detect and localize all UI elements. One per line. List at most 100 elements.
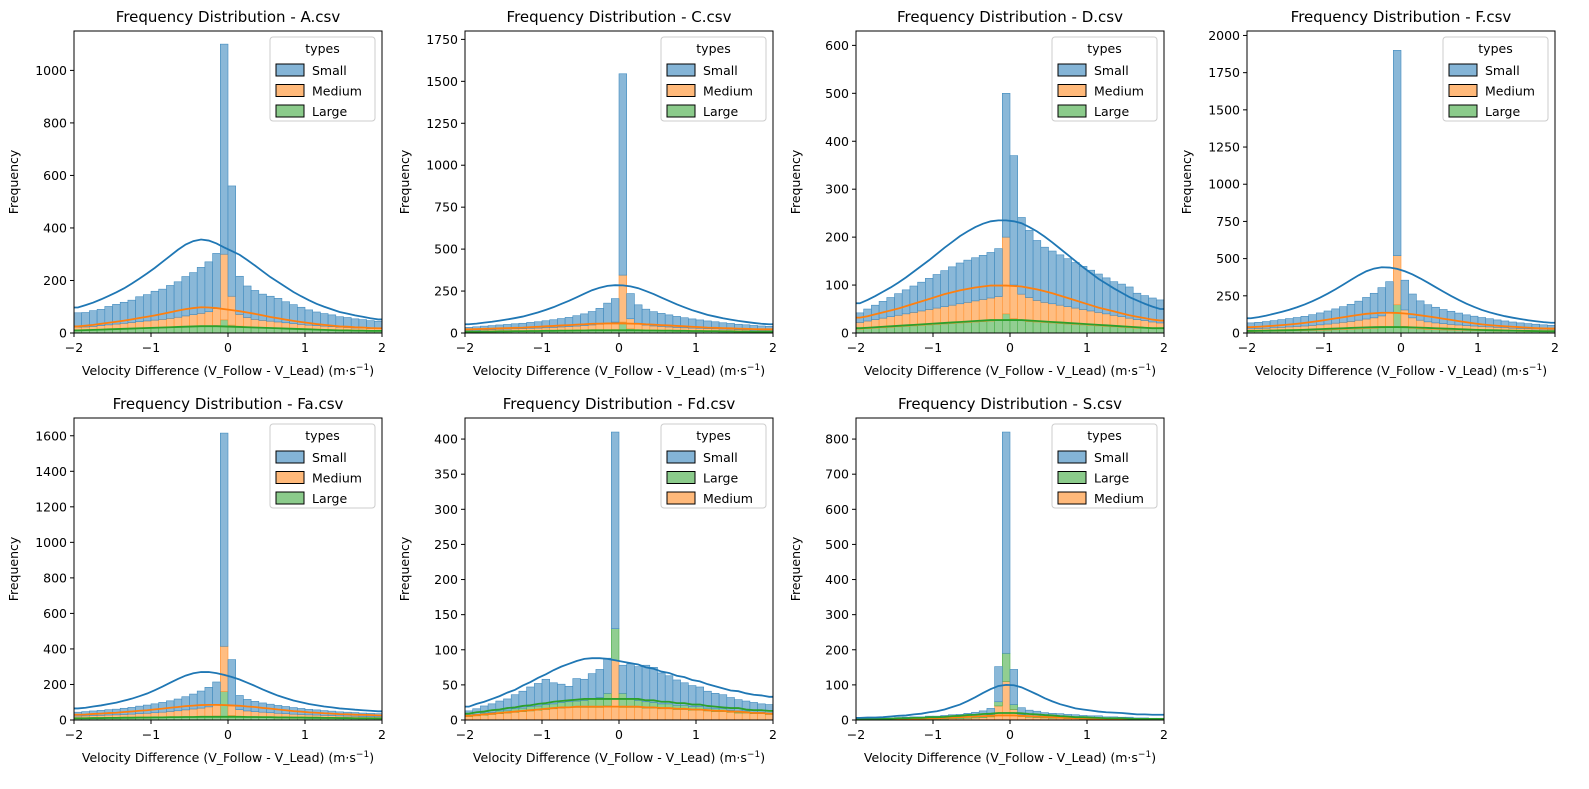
bar-medium [1040, 302, 1049, 323]
kde-line-large [465, 698, 773, 715]
bar-medium [917, 310, 926, 326]
bar-large [1369, 327, 1379, 333]
legend: types Small Medium Large [1051, 36, 1158, 122]
bars [1247, 50, 1555, 333]
x-tick-label: 0 [615, 727, 623, 742]
bar-medium [1385, 312, 1394, 328]
y-tick-label: 250 [1216, 288, 1240, 303]
legend-swatch-large [275, 491, 305, 505]
bar-small [894, 293, 903, 316]
bar-medium [266, 320, 275, 329]
bar-medium [235, 314, 244, 327]
bar-large [1408, 327, 1417, 333]
bar-large [1102, 325, 1111, 333]
bar-small [220, 43, 229, 255]
legend-swatch-small [275, 63, 305, 77]
bar-large [1001, 652, 1011, 682]
x-tick-label: 2 [378, 727, 386, 742]
y-tick-label: 1750 [1208, 65, 1240, 80]
bar-small [1001, 93, 1011, 238]
bar-medium [955, 303, 965, 324]
bar-large [610, 628, 620, 661]
x-tick-label: 2 [1551, 340, 1559, 355]
bar-small [901, 289, 911, 315]
y-axis-label: Frequency [788, 149, 803, 214]
bar-medium [250, 319, 260, 328]
bar-small [1048, 250, 1057, 305]
legend-entry-large: Large [1094, 471, 1129, 486]
legend-entry-large: Large [703, 104, 738, 119]
bar-small [204, 687, 213, 708]
kde-line-large [1247, 326, 1555, 333]
bar-large [1025, 321, 1034, 333]
bar-small [204, 261, 213, 313]
legend: types Small Medium Large [269, 36, 376, 122]
kde-line-medium [1247, 311, 1555, 330]
bar-small [1354, 300, 1363, 321]
bar-small [1017, 217, 1026, 295]
legend-entry-medium: Medium [1485, 84, 1535, 99]
y-tick-label: 100 [434, 642, 458, 657]
bar-small [971, 257, 980, 302]
bar-small [1125, 286, 1134, 319]
bar-small [1055, 254, 1065, 306]
x-tick-label: 2 [1160, 340, 1168, 355]
bar-medium [1377, 315, 1386, 329]
bar-small [1400, 279, 1409, 311]
y-tick-label: 750 [434, 200, 458, 215]
y-tick-label: 300 [825, 182, 849, 197]
y-tick-label: 200 [43, 273, 67, 288]
y-axis-label: Frequency [397, 536, 412, 601]
bar-medium [220, 645, 229, 692]
bar-small [1462, 314, 1471, 326]
bar-large [878, 327, 888, 333]
chart-title: Frequency Distribution - A.csv [116, 8, 341, 26]
bar-small [173, 698, 183, 712]
y-tick-label: 250 [434, 284, 458, 299]
legend-entry-small: Small [1485, 63, 1520, 78]
bar-medium [1086, 310, 1095, 326]
bar-medium [189, 708, 198, 718]
legend-swatch-medium [1448, 84, 1478, 97]
y-tick-label: 200 [825, 230, 849, 245]
bar-medium [189, 314, 198, 327]
bar-medium [703, 710, 712, 720]
bar-large [1109, 326, 1119, 333]
x-tick-label: −2 [847, 340, 865, 355]
bars [856, 431, 1164, 720]
bar-medium [1009, 284, 1018, 319]
x-tick-label: −1 [924, 340, 942, 355]
bar-medium [235, 709, 244, 718]
y-tick-label: 300 [434, 502, 458, 517]
bar-large [1063, 323, 1072, 333]
bar-medium [465, 716, 473, 720]
legend-swatch-small [1057, 450, 1087, 464]
bar-small [626, 663, 635, 700]
bar-small [878, 301, 888, 319]
legend-swatch-small [666, 63, 696, 77]
bar-large [971, 321, 980, 333]
bar-small [1316, 312, 1325, 326]
x-tick-label: −1 [142, 340, 160, 355]
bar-large [1040, 322, 1049, 333]
bar-medium [657, 708, 666, 720]
y-tick-label: 0 [841, 326, 849, 341]
y-axis-label: Frequency [397, 149, 412, 214]
x-tick-label: 0 [1006, 340, 1014, 355]
y-tick-label: 500 [825, 86, 849, 101]
y-tick-label: 1400 [35, 464, 67, 479]
bar-small [580, 678, 589, 701]
kde-line-small [856, 683, 1164, 719]
bar-small [1032, 240, 1042, 301]
legend-entry-medium: Medium [703, 84, 753, 99]
bar-medium [1071, 307, 1080, 325]
kde-line-medium [465, 322, 773, 331]
y-tick-label: 600 [43, 168, 67, 183]
bar-small [1308, 314, 1317, 326]
bar-small [1040, 246, 1049, 303]
legend-title: types [305, 41, 339, 56]
bar-medium [572, 707, 581, 720]
bar-small [618, 664, 627, 694]
kde-line-medium [856, 284, 1164, 322]
bar-medium [510, 711, 520, 720]
